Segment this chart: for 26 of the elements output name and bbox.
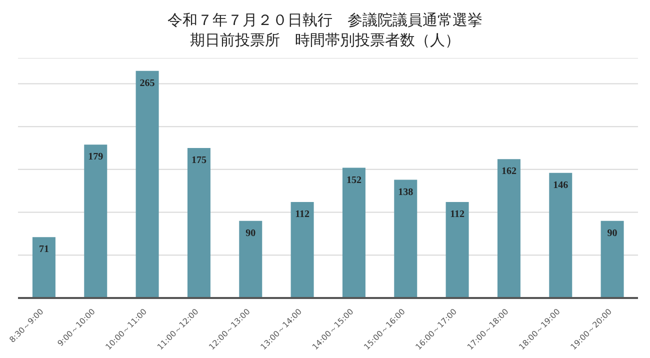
bar [136, 70, 159, 298]
bar [394, 180, 418, 298]
chart-title: 令和７年７月２０日執行 参議院議員通常選挙 [166, 10, 484, 30]
data-label: 112 [295, 209, 310, 220]
data-label: 162 [501, 166, 516, 178]
bar [187, 148, 210, 298]
bar [290, 202, 314, 298]
data-label: 90 [607, 228, 618, 239]
data-label: 179 [88, 152, 104, 163]
bar [600, 220, 624, 298]
bar [32, 237, 56, 298]
data-label: 112 [450, 209, 465, 220]
bar [239, 220, 262, 298]
data-label: 71 [38, 244, 49, 256]
data-label: 90 [246, 228, 256, 239]
bar [342, 168, 366, 298]
bar [84, 144, 108, 298]
data-label: 146 [553, 180, 568, 191]
data-label: 152 [346, 174, 362, 186]
data-label: 265 [140, 78, 155, 89]
bar [446, 202, 469, 298]
bar [549, 172, 572, 298]
bar [497, 159, 520, 298]
data-label: 138 [398, 186, 414, 198]
chart-subtitle: 期日前投票所 時間帯別投票者数（人） [189, 30, 461, 50]
data-label: 175 [191, 155, 206, 166]
